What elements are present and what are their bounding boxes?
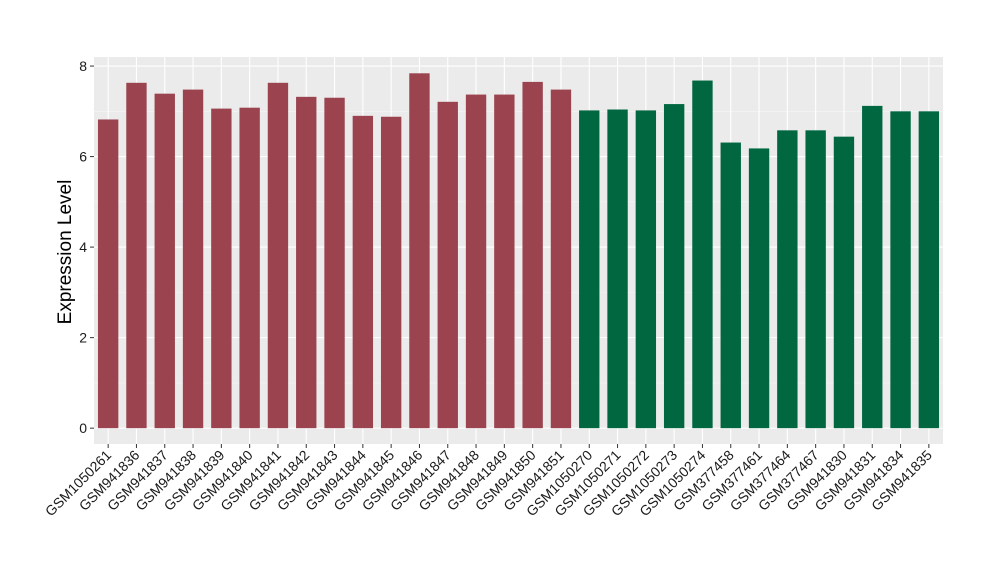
y-axis: 0 2 4 6 8	[79, 58, 94, 436]
bar	[97, 119, 119, 429]
bars	[97, 73, 940, 429]
bar	[663, 104, 685, 429]
bar	[607, 109, 628, 429]
bar	[380, 116, 402, 429]
bar	[918, 111, 940, 429]
bar	[522, 81, 543, 429]
bar	[182, 89, 204, 429]
bar	[126, 82, 147, 429]
bar	[465, 94, 487, 429]
bar	[579, 110, 600, 429]
y-tick-label: 0	[79, 420, 87, 436]
plot-panel	[94, 57, 943, 444]
y-tick-label: 4	[79, 239, 87, 255]
bar	[748, 148, 770, 429]
y-tick-label: 8	[79, 58, 87, 74]
bar	[352, 115, 374, 429]
bar	[550, 89, 572, 429]
bar	[890, 111, 911, 429]
bar	[720, 142, 741, 429]
bar	[777, 130, 798, 429]
bar	[296, 96, 317, 429]
bar	[833, 136, 855, 429]
bar	[692, 80, 713, 429]
bar	[409, 73, 430, 429]
bar	[862, 105, 883, 429]
bar	[324, 97, 345, 429]
bar	[805, 130, 826, 429]
bar	[211, 108, 232, 429]
bar	[437, 101, 458, 429]
y-tick-label: 2	[79, 330, 87, 346]
bar	[635, 110, 657, 429]
y-tick-label: 6	[79, 149, 87, 165]
y-axis-title: Expression Level	[55, 180, 76, 325]
bar	[267, 82, 289, 429]
x-axis: GSM1050261GSM941836GSM941837GSM941838GSM…	[42, 444, 935, 519]
bar	[494, 94, 515, 429]
bar	[154, 93, 175, 429]
bar	[239, 107, 260, 429]
